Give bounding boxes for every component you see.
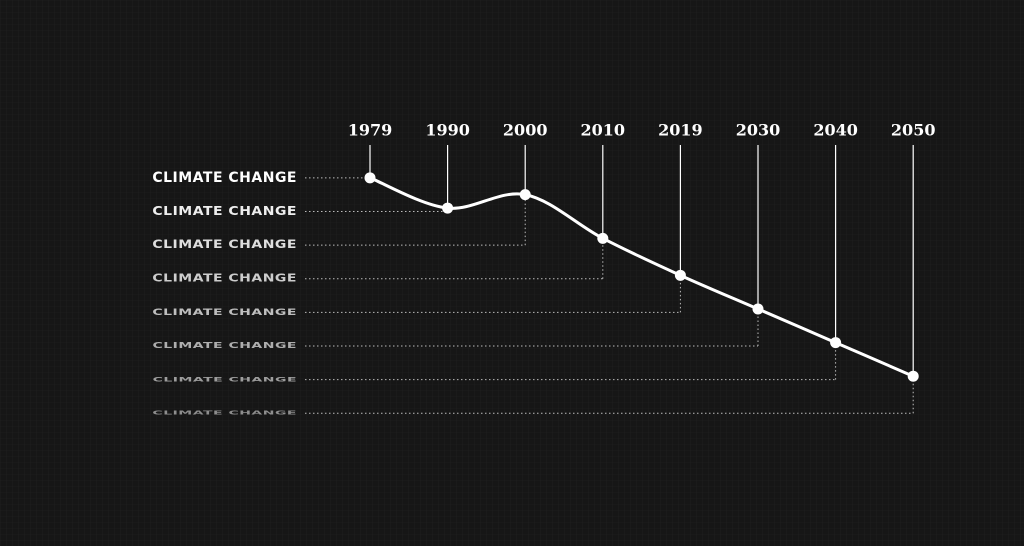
point	[752, 303, 764, 315]
row-label: CLIMATE CHANGE	[152, 307, 297, 318]
x-tick-label: 1979	[348, 121, 393, 140]
x-tick-label: 2050	[891, 121, 936, 140]
point	[364, 172, 376, 184]
point	[674, 269, 686, 281]
point	[597, 232, 609, 244]
row-label: CLIMATE CHANGE	[153, 341, 297, 350]
row-label: CLIMATE CHANGE	[152, 170, 297, 186]
point	[519, 189, 531, 201]
line	[369, 176, 914, 378]
x-tick-label: 2030	[736, 121, 781, 140]
x-tick-label: 2019	[658, 121, 703, 140]
row-label: CLIMATE CHANGE	[152, 410, 297, 416]
x-tick-label: 1990	[425, 121, 470, 140]
x-tick-label: 2010	[581, 121, 626, 140]
point	[830, 337, 842, 349]
row-label: CLIMATE CHANGE	[152, 272, 297, 284]
row-label: CLIMATE CHANGE	[153, 375, 297, 383]
x-tick-label: 2040	[813, 121, 858, 140]
row-label: CLIMATE CHANGE	[152, 205, 297, 219]
row-label: CLIMATE CHANGE	[152, 238, 297, 251]
point	[907, 370, 919, 382]
point	[442, 202, 454, 214]
x-tick-label: 2000	[503, 121, 548, 140]
